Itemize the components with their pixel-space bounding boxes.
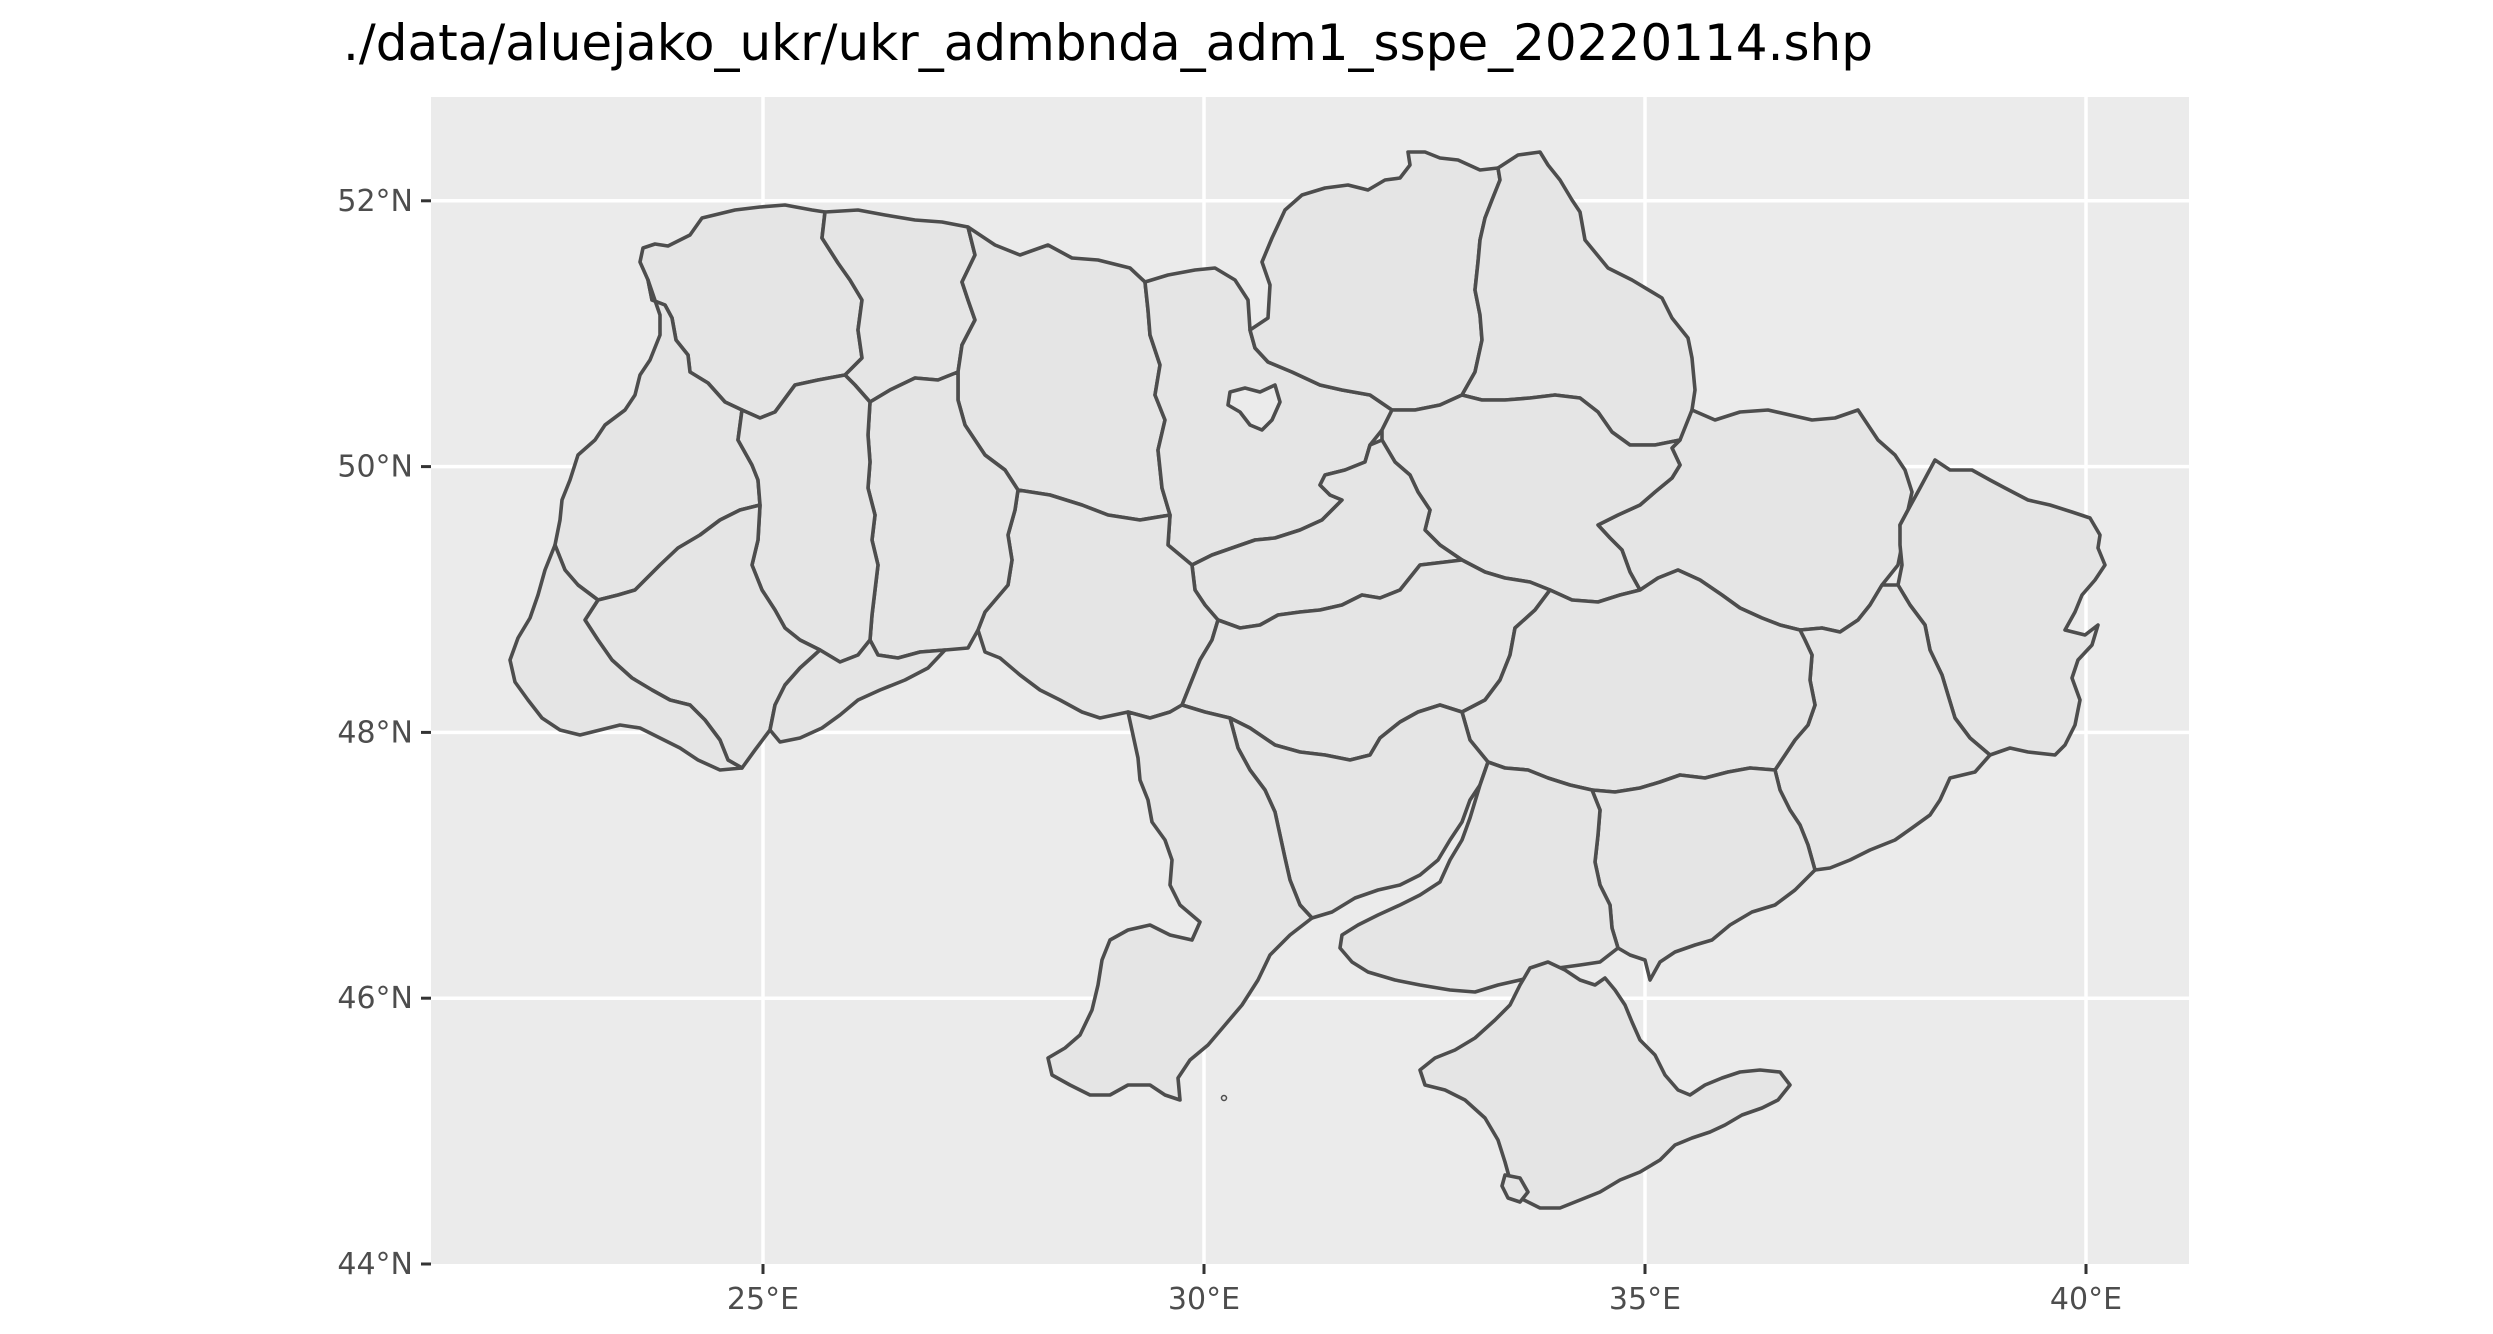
- y-tick-label: 50°N: [337, 450, 413, 485]
- regions-layer: [508, 150, 2107, 1210]
- y-tick-label: 44°N: [337, 1247, 413, 1282]
- region-crimea: [1418, 960, 1792, 1210]
- x-tick-label: 40°E: [2050, 1282, 2122, 1317]
- region-zakarpattia: [508, 543, 744, 772]
- region-odesa: [1046, 703, 1314, 1102]
- region-sevastopol: [1500, 1173, 1530, 1204]
- x-tick-label: 30°E: [1168, 1282, 1240, 1317]
- x-tick-label: 25°E: [727, 1282, 799, 1317]
- axes: 25°E 30°E 35°E 40°E 52°N 50°N 48°N 46°N 44°N: [337, 184, 2122, 1317]
- region-chernivtsi: [768, 638, 947, 744]
- x-tick-label: 35°E: [1609, 1282, 1681, 1317]
- islet-zmiinyi: [1220, 1094, 1228, 1102]
- y-tick-label: 46°N: [337, 981, 413, 1016]
- region-kherson: [1338, 760, 1620, 994]
- region-kyiv-city: [1226, 383, 1282, 432]
- y-tick-label: 48°N: [337, 715, 413, 750]
- map-title: ./data/aluejako_ukr/ukr_admbnda_adm1_ssp…: [343, 14, 1873, 72]
- y-tick-label: 52°N: [337, 184, 413, 219]
